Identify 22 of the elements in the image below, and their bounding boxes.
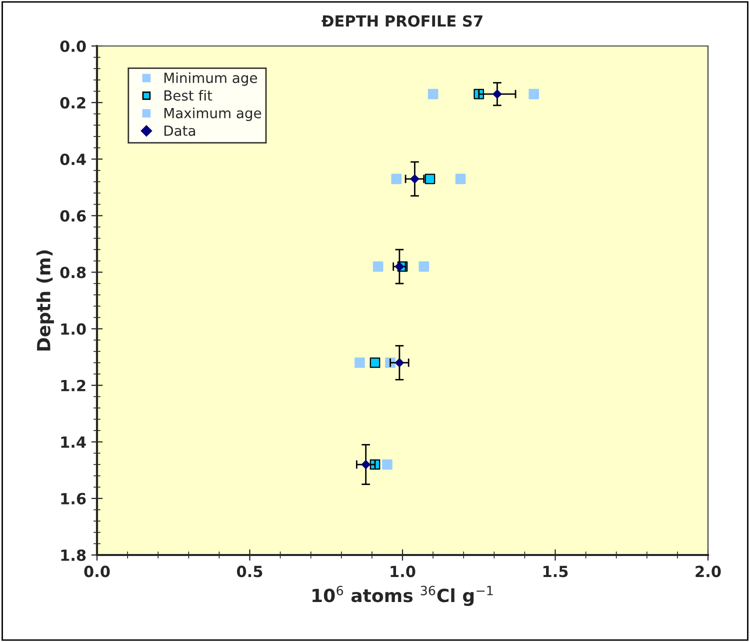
x-tick-label: 1.0 [390, 566, 416, 578]
y-tick-label: 1.8 [61, 549, 86, 562]
legend-label: Data [164, 126, 196, 136]
y-axis-title: Depth (m) [36, 250, 54, 350]
x-tick-label: 1.5 [543, 566, 568, 578]
x-tick-label: 0.0 [84, 566, 110, 578]
legend-label: Best fit [164, 90, 212, 101]
y-tick-label: 0.6 [60, 210, 86, 222]
y-tick-label: 1.4 [61, 436, 86, 448]
y-tick-label: 1.2 [61, 380, 86, 392]
x-tick-label: 0.5 [236, 566, 262, 578]
y-tick-label: 0.2 [60, 97, 86, 109]
x-axis-title: 10$^{6}$ atoms $^{36}$Cl g$^{−1}$ [312, 586, 493, 606]
legend-label: Minimum age [164, 72, 258, 86]
legend-label: Maximum age [164, 108, 262, 122]
x-tick-label: 2.0 [696, 566, 721, 578]
y-tick-label: 1.0 [61, 323, 86, 335]
chart-title: ĐEPTH PROFILE S7 [322, 15, 482, 27]
y-tick-label: 0.0 [60, 40, 86, 52]
y-tick-label: 1.6 [61, 492, 86, 504]
y-tick-label: 0.8 [60, 266, 86, 278]
y-tick-label: 0.4 [60, 154, 86, 166]
